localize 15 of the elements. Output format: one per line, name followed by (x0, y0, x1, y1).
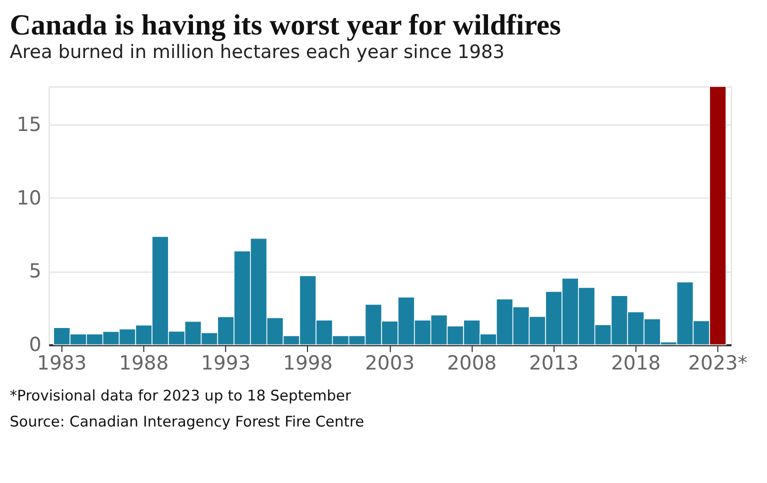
x-tick-label: 2013 (529, 352, 579, 375)
x-tick-label: 2003 (365, 352, 415, 375)
x-tick-label: 2008 (447, 352, 497, 375)
x-tick-label: 1988 (119, 352, 169, 375)
x-tick-label: 2018 (611, 352, 661, 375)
y-tick-label: 15 (16, 112, 42, 136)
x-tick-label: 2023* (688, 352, 748, 375)
y-tick-label: 5 (29, 260, 42, 283)
source-note: Source: Canadian Interagency Forest Fire Centre (10, 414, 364, 431)
chart-subtitle: Area burned in million hectares each year since 1983 (10, 42, 505, 63)
text: *Provisional data for 2023 up to 18 September (10, 387, 352, 404)
chart-title: Canada is having its worst year for wildfires (10, 9, 561, 42)
y-tick-label: 10 (16, 186, 42, 210)
x-tick-label: 1993 (201, 352, 251, 375)
x-tick-label: 1998 (283, 352, 333, 375)
